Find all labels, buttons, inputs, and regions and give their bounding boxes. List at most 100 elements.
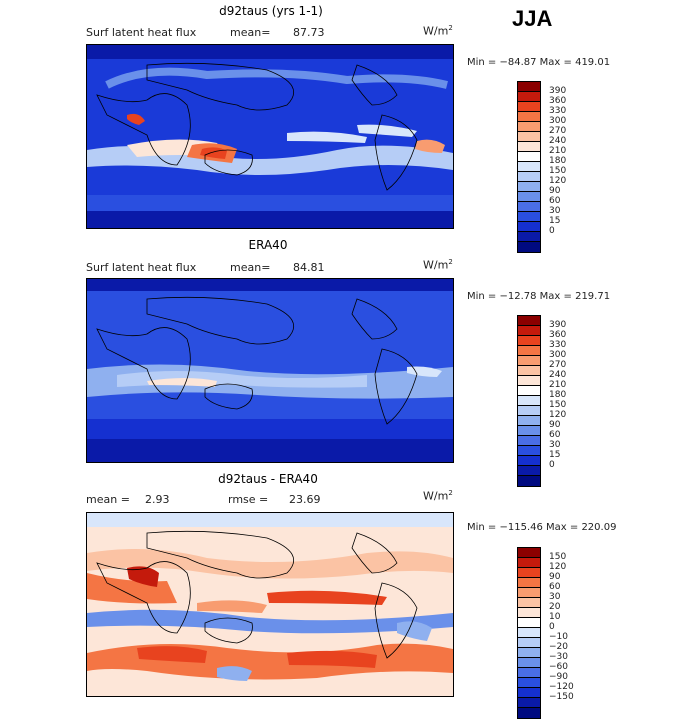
colorbar-level-label: 330 [549, 106, 567, 116]
colorbar-swatch [518, 446, 540, 456]
colorbar-level-label: 180 [549, 156, 567, 166]
panel1-mean-label: mean= [230, 26, 271, 39]
panel3-rmse-value: 23.69 [289, 493, 321, 506]
colorbar-level-label: 0 [549, 622, 555, 632]
panel2-colorbar [517, 315, 541, 487]
colorbar-swatch [518, 82, 540, 92]
colorbar-level-label: −120 [549, 682, 574, 692]
colorbar-swatch [518, 456, 540, 466]
colorbar-level-label: 0 [549, 226, 555, 236]
panel1-colorbar-labels: 390 360 330 300 270 240 210 180 150 120 90 60 30 15 0 [549, 86, 566, 236]
colorbar-swatch [518, 92, 540, 102]
panel1-mean-value: 87.73 [293, 26, 325, 39]
colorbar-level-label: −10 [549, 632, 568, 642]
colorbar-swatch [518, 356, 540, 366]
season-label: JJA [512, 6, 553, 31]
panel2-units: W/m2 [423, 258, 453, 272]
colorbar-level-label: 210 [549, 380, 567, 390]
colorbar-level-label: −150 [549, 692, 574, 702]
panel3-colorbar-labels: 150 120 90 60 30 20 10 0 −10 −20 −30 −60 −90 −120 −150 [549, 552, 574, 702]
panel3-rmse-label: rmse = [228, 493, 269, 506]
colorbar-swatch [518, 548, 540, 558]
panel3-units: W/m2 [423, 489, 453, 503]
colorbar-swatch [518, 102, 540, 112]
colorbar-level-label: 360 [549, 96, 567, 106]
colorbar-level-label: 150 [549, 166, 567, 176]
colorbar-swatch [518, 242, 540, 252]
colorbar-swatch [518, 366, 540, 376]
colorbar-swatch [518, 336, 540, 346]
colorbar-swatch [518, 386, 540, 396]
colorbar-level-label: 60 [549, 196, 561, 206]
colorbar-level-label: −90 [549, 672, 568, 682]
panel1-field-label: Surf latent heat flux [86, 26, 197, 39]
colorbar-level-label: 150 [549, 400, 567, 410]
colorbar-level-label: −60 [549, 662, 568, 672]
colorbar-level-label: 360 [549, 330, 567, 340]
colorbar-level-label: 120 [549, 410, 567, 420]
colorbar-swatch [518, 426, 540, 436]
colorbar-swatch [518, 638, 540, 648]
colorbar-level-label: 390 [549, 320, 567, 330]
colorbar-level-label: 300 [549, 350, 567, 360]
colorbar-swatch [518, 416, 540, 426]
colorbar-swatch [518, 406, 540, 416]
panel3-mean-label: mean = [86, 493, 130, 506]
colorbar-swatch [518, 436, 540, 446]
colorbar-swatch [518, 316, 540, 326]
panel3-colorbar [517, 547, 541, 719]
colorbar-level-label: 15 [549, 450, 561, 460]
colorbar-level-label: 300 [549, 116, 567, 126]
colorbar-level-label: 30 [549, 206, 561, 216]
colorbar-swatch [518, 578, 540, 588]
colorbar-swatch [518, 222, 540, 232]
colorbar-swatch [518, 598, 540, 608]
panel2-field-label: Surf latent heat flux [86, 261, 197, 274]
colorbar-swatch [518, 588, 540, 598]
panel3-title: d92taus - ERA40 [218, 472, 318, 486]
colorbar-level-label: 30 [549, 592, 561, 602]
panel3-map [86, 512, 454, 697]
colorbar-level-label: 15 [549, 216, 561, 226]
colorbar-swatch [518, 688, 540, 698]
panel1-map [86, 44, 454, 229]
colorbar-level-label: 120 [549, 562, 567, 572]
panel1-colorbar [517, 81, 541, 253]
colorbar-swatch [518, 326, 540, 336]
colorbar-swatch [518, 466, 540, 476]
colorbar-level-label: 90 [549, 420, 561, 430]
colorbar-level-label: 20 [549, 602, 561, 612]
colorbar-swatch [518, 568, 540, 578]
colorbar-swatch [518, 122, 540, 132]
colorbar-level-label: 150 [549, 552, 567, 562]
colorbar-swatch [518, 192, 540, 202]
panel2-mean-value: 84.81 [293, 261, 325, 274]
panel2-map [86, 278, 454, 463]
colorbar-swatch [518, 172, 540, 182]
colorbar-swatch [518, 346, 540, 356]
colorbar-swatch [518, 182, 540, 192]
colorbar-level-label: −20 [549, 642, 568, 652]
colorbar-swatch [518, 376, 540, 386]
colorbar-level-label: 270 [549, 126, 567, 136]
panel2-colorbar-labels: 390 360 330 300 270 240 210 180 150 120 90 60 30 15 0 [549, 320, 566, 470]
colorbar-level-label: 60 [549, 582, 561, 592]
colorbar-level-label: 390 [549, 86, 567, 96]
colorbar-swatch [518, 558, 540, 568]
panel1-minmax: Min = −84.87 Max = 419.01 [467, 57, 611, 68]
panel3-minmax: Min = −115.46 Max = 220.09 [467, 522, 617, 533]
colorbar-level-label: 180 [549, 390, 567, 400]
colorbar-swatch [518, 658, 540, 668]
colorbar-level-label: 120 [549, 176, 567, 186]
panel1-title: d92taus (yrs 1-1) [219, 4, 323, 18]
colorbar-swatch [518, 618, 540, 628]
panel2-minmax: Min = −12.78 Max = 219.71 [467, 291, 611, 302]
colorbar-swatch [518, 396, 540, 406]
panel1-units: W/m2 [423, 24, 453, 38]
colorbar-level-label: 270 [549, 360, 567, 370]
colorbar-swatch [518, 162, 540, 172]
colorbar-swatch [518, 668, 540, 678]
colorbar-swatch [518, 152, 540, 162]
colorbar-swatch [518, 708, 540, 718]
colorbar-level-label: 90 [549, 572, 561, 582]
